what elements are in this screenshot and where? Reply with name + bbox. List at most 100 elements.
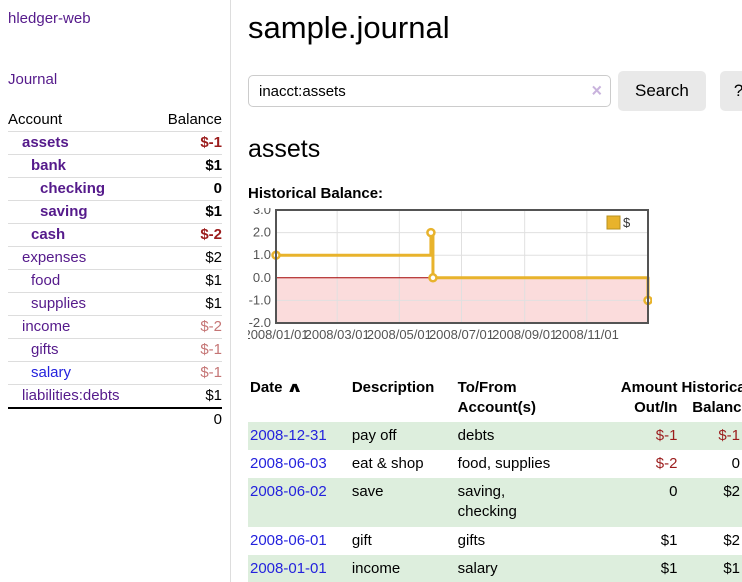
account-link[interactable]: salary: [31, 364, 72, 381]
account-balance: $1: [152, 292, 222, 316]
register-header-historical-balance: Historical Balance: [679, 375, 742, 422]
transaction-description: income: [351, 559, 401, 577]
accounts-total-value: 0: [152, 407, 222, 431]
account-link[interactable]: assets: [22, 134, 69, 151]
transaction-amount: $-1: [655, 426, 678, 444]
transaction-accounts: debts: [457, 426, 495, 444]
accounts-total-spacer: [8, 407, 152, 431]
y-tick-label: 0.0: [253, 270, 271, 285]
account-balance: $-2: [152, 223, 222, 247]
register-header-amount-out-in: Amount Out/In: [565, 375, 680, 422]
transaction-date-link[interactable]: 2008-01-01: [250, 559, 327, 577]
accounts-total-row: 0: [8, 407, 222, 431]
account-row: supplies $1: [8, 292, 222, 316]
transaction-balance: $2: [723, 483, 740, 500]
clear-search-icon[interactable]: ×: [591, 80, 602, 101]
historical-balance-chart[interactable]: $3.0 2.0 1.0 0.0 -1.0 -2.0 2008/01/01 2008/03/0…: [243, 202, 742, 360]
register-header-date[interactable]: Date ∧: [248, 375, 350, 422]
search-input[interactable]: [248, 75, 611, 107]
register-header-to-from-account-s: To/From Account(s): [456, 375, 565, 422]
account-link[interactable]: checking: [40, 180, 106, 197]
journal-link[interactable]: Journal: [8, 71, 58, 88]
account-link[interactable]: saving: [40, 203, 88, 220]
transaction-date-cell: 2008-06-03: [248, 450, 350, 478]
account-heading: assets: [248, 135, 321, 163]
help-button[interactable]: ?: [719, 71, 742, 111]
transaction-amount: 0: [669, 483, 678, 500]
account-link[interactable]: cash: [31, 226, 66, 243]
account-row: saving $1: [8, 200, 222, 224]
account-balance: $1: [152, 384, 222, 408]
transaction-amount: $-2: [655, 454, 678, 472]
account-row: expenses $2: [8, 246, 222, 270]
search-input-wrap: ×: [248, 75, 611, 107]
search-button[interactable]: Search: [618, 71, 706, 111]
transaction-row: 2008-12-31 pay off debts $-1 $-1: [248, 421, 742, 450]
account-row: assets $-1: [8, 131, 222, 155]
transaction-row: 2008-06-03 eat & shop food, supplies $-2 0: [248, 450, 742, 478]
transaction-date-cell: 2008-12-31: [248, 422, 350, 450]
main-content: sample.journal × Search ? assets Histori…: [231, 0, 742, 582]
register-header-label: Date: [250, 379, 283, 396]
account-link[interactable]: food: [31, 272, 61, 289]
register-header-description: Description: [350, 375, 456, 422]
transaction-accounts: salary: [457, 559, 498, 577]
data-point-marker[interactable]: [428, 273, 438, 283]
transaction-description: eat & shop: [351, 454, 424, 472]
chart-title: Historical Balance:: [248, 185, 384, 202]
account-row: liabilities:debts $1: [8, 384, 222, 408]
transaction-date-link[interactable]: 2008-06-03: [250, 454, 327, 472]
search-form: × Search ?: [248, 71, 742, 111]
account-row: salary $-1: [8, 361, 222, 385]
account-balance: $1: [152, 154, 222, 178]
register-table: Date ∧ Description To/From Account(s) Amount…: [248, 375, 742, 582]
app-title-link[interactable]: hledger-web: [8, 10, 91, 27]
transaction-date-link[interactable]: 2008-06-01: [250, 531, 327, 549]
x-tick-label: 2008/09/01: [492, 327, 557, 342]
account-link[interactable]: supplies: [31, 295, 87, 312]
x-tick-label: 2008/01/01: [248, 327, 309, 342]
account-balance: $1: [152, 200, 222, 224]
transaction-date-cell: 2008-01-01: [248, 555, 350, 582]
transaction-date-link[interactable]: 2008-12-31: [250, 426, 327, 444]
transaction-accounts: food, supplies: [457, 454, 551, 472]
accounts-table: Account Balance assets $-1 bank $1 checking 0…: [8, 108, 222, 431]
account-link[interactable]: expenses: [22, 249, 87, 266]
transaction-accounts: gifts: [457, 531, 486, 549]
legend-swatch: [606, 215, 621, 230]
register-header-label: Description: [351, 379, 435, 396]
account-row: income $-2: [8, 315, 222, 339]
register-header-label: Amount Out/In: [620, 379, 678, 417]
transaction-description: save: [351, 483, 384, 500]
register-header-label: Historical Balance: [681, 379, 742, 417]
account-balance: $-1: [152, 361, 222, 385]
y-tick-label: -2.0: [249, 315, 271, 330]
page-title: sample.journal: [248, 10, 450, 45]
x-tick-label: 2008/11/01: [555, 327, 619, 342]
y-tick-label: 2.0: [253, 225, 271, 240]
account-link[interactable]: liabilities:debts: [22, 387, 120, 404]
transaction-amount: $1: [660, 559, 678, 577]
sort-asc-icon: ∧: [285, 379, 303, 395]
transaction-row: 2008-06-02 save saving, checking 0 $2: [248, 478, 742, 527]
data-point-marker[interactable]: [426, 227, 436, 238]
x-tick-label: 2008/05/01: [367, 327, 432, 342]
plot-border: [275, 209, 649, 324]
sidebar: hledger-web Journal Account Balance asse…: [0, 0, 231, 582]
account-link[interactable]: bank: [31, 157, 67, 174]
transaction-balance: 0: [731, 454, 740, 472]
transaction-balance: $2: [723, 531, 740, 549]
transaction-row: 2008-06-01 gift gifts $1 $2: [248, 527, 742, 555]
account-link[interactable]: gifts: [31, 341, 59, 358]
account-balance: $-2: [152, 315, 222, 339]
account-balance: 0: [152, 177, 222, 201]
legend-label: $: [623, 215, 631, 230]
accounts-header-balance: Balance: [167, 111, 222, 128]
account-link[interactable]: income: [22, 318, 71, 335]
account-balance: $-1: [152, 131, 222, 155]
accounts-header-row: Account Balance: [8, 108, 222, 132]
account-balance: $-1: [152, 338, 222, 362]
transaction-date-link[interactable]: 2008-06-02: [250, 483, 327, 500]
y-tick-label: 1.0: [253, 247, 271, 262]
transaction-description: gift: [351, 531, 372, 549]
